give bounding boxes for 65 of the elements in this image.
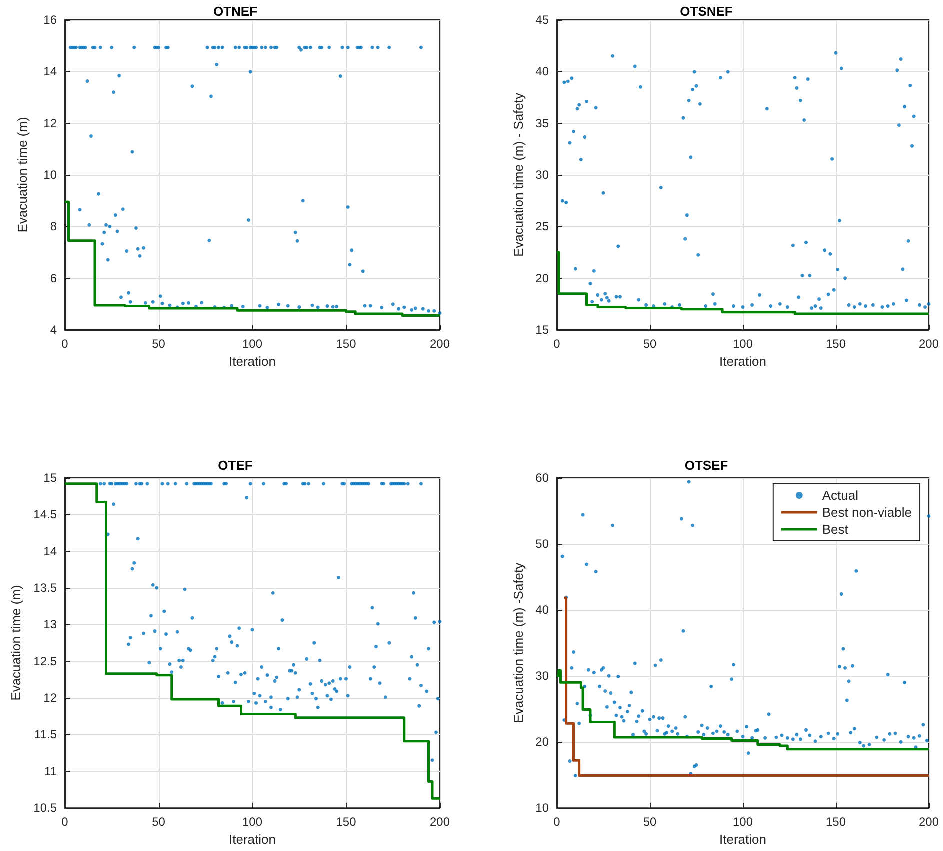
- y-tick-label: 12: [44, 116, 58, 130]
- y-tick-label: 45: [536, 13, 550, 27]
- x-tick-label: 0: [554, 815, 561, 830]
- x-tick-label: 200: [918, 337, 940, 351]
- y-tick-label: 6: [50, 271, 58, 286]
- x-tick-label: 100: [732, 337, 754, 351]
- legend-label: Actual: [822, 488, 859, 503]
- y-tick-label: 25: [536, 220, 550, 234]
- x-tick-label: 150: [826, 337, 846, 351]
- y-tick-label: 8: [50, 220, 58, 234]
- y-tick-label: 4: [50, 323, 58, 337]
- y-axis-title: Evacuation time (m): [8, 585, 24, 701]
- y-tick-label: 40: [536, 64, 550, 79]
- y-tick-label: 16: [44, 13, 58, 27]
- y-tick-label: 15: [44, 471, 58, 485]
- y-tick-label: 60: [536, 471, 550, 485]
- y-tick-label: 10: [536, 801, 550, 816]
- x-tick-label: 150: [336, 337, 357, 351]
- y-tick-label: 10: [44, 168, 58, 182]
- x-tick-label: 50: [152, 815, 166, 830]
- y-axis-title: Evacuation time (m): [15, 117, 30, 233]
- y-tick-label: 13.5: [34, 581, 58, 596]
- x-axis-title: Iteration: [229, 354, 276, 369]
- y-tick-label: 40: [536, 603, 550, 618]
- y-tick-label: 14: [44, 64, 58, 79]
- x-axis-title: Iteration: [229, 832, 276, 847]
- x-tick-label: 100: [732, 815, 754, 830]
- y-tick-label: 50: [536, 537, 550, 552]
- x-tick-label: 100: [242, 337, 263, 351]
- y-tick-label: 13: [44, 618, 58, 632]
- x-tick-label: 200: [430, 815, 450, 830]
- chart-title: OTSNEF: [680, 4, 733, 19]
- y-axis-title: Evacuation time (m) -Safety: [510, 562, 526, 724]
- y-tick-label: 14.5: [34, 508, 58, 522]
- x-axis-title: Iteration: [720, 832, 766, 847]
- y-tick-label: 30: [536, 168, 550, 182]
- chart-title: OTNEF: [213, 4, 258, 19]
- y-tick-label: 14: [44, 544, 58, 558]
- y-tick-label: 20: [536, 271, 550, 286]
- y-tick-label: 12: [44, 691, 58, 706]
- x-tick-label: 150: [826, 815, 846, 830]
- y-axis-title: Evacuation time (m) - Safety: [510, 92, 526, 257]
- x-tick-label: 50: [643, 815, 657, 830]
- y-tick-label: 15: [536, 323, 550, 337]
- x-tick-label: 100: [242, 815, 263, 830]
- y-tick-label: 12.5: [34, 654, 58, 668]
- x-axis-title: Iteration: [720, 354, 766, 369]
- chart-title: OTSEF: [684, 458, 728, 473]
- legend-label: Best non-viable: [822, 505, 912, 520]
- x-tick-label: 0: [554, 337, 561, 351]
- y-tick-label: 11: [44, 764, 58, 778]
- x-tick-label: 200: [918, 815, 940, 830]
- x-tick-label: 50: [152, 337, 166, 351]
- chart-title: OTEF: [218, 458, 253, 473]
- x-tick-label: 200: [430, 337, 450, 351]
- x-tick-label: 0: [62, 815, 69, 830]
- y-tick-label: 30: [536, 669, 550, 684]
- y-tick-label: 11.5: [34, 728, 58, 742]
- y-tick-label: 10.5: [34, 801, 58, 816]
- x-tick-label: 0: [62, 337, 69, 351]
- x-tick-label: 150: [336, 815, 357, 830]
- y-tick-label: 20: [536, 735, 550, 750]
- y-tick-label: 35: [536, 116, 550, 130]
- legend-label: Best: [822, 522, 849, 537]
- x-tick-label: 50: [643, 337, 657, 351]
